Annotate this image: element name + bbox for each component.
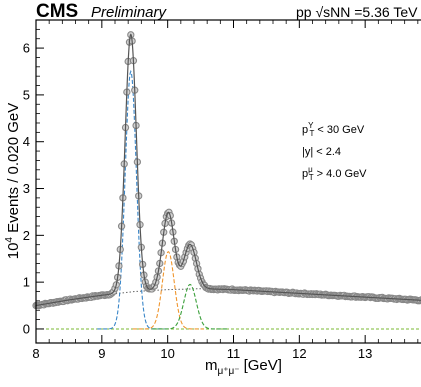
x-tick-label: 13 <box>358 346 372 361</box>
axis-ticks: 891011121310123456 <box>23 20 419 361</box>
y-tick-label: 4 <box>23 134 30 149</box>
status-label: Preliminary <box>91 4 168 21</box>
annotation-line-2: |y| < 2.4 <box>302 146 341 158</box>
y-tick-label: 5 <box>23 87 30 102</box>
x-tick-label: 11 <box>227 346 241 361</box>
peak-component-2 <box>132 251 204 330</box>
x-tick-label: 8 <box>32 346 39 361</box>
y-axis-label-main: 10 <box>5 243 22 260</box>
y-tick-label: 3 <box>23 181 30 196</box>
y-axis-label: 104 Events / 0.020 GeV <box>4 103 22 260</box>
y-tick-label: 6 <box>23 41 30 56</box>
energy-label: pp √sNN =5.36 TeV <box>296 4 418 20</box>
y-axis-label-exp: 4 <box>4 237 15 243</box>
x-tick-label: 10 <box>160 346 174 361</box>
x-axis-label-main: m <box>205 357 218 374</box>
experiment-label: CMS <box>36 1 78 22</box>
data-points <box>32 31 421 310</box>
y-tick-label: 2 <box>23 228 30 243</box>
x-tick-label: 9 <box>98 346 105 361</box>
x-axis-label-unit: [GeV] <box>244 357 282 374</box>
x-tick-label: 12 <box>292 346 306 361</box>
peak-component-3 <box>152 283 228 330</box>
y-tick-label: 1 <box>23 275 30 290</box>
x-axis-label: mμ⁺μ⁻ [GeV] <box>205 357 282 377</box>
annotation-line-1: pΥ T < 30 GeV <box>302 121 365 138</box>
x-axis-label-sub: μ⁺μ⁻ <box>218 366 240 377</box>
annotation-line-3: pμ T > 4.0 GeV <box>302 165 367 182</box>
total-fit-line <box>35 33 421 307</box>
selection-annotations: pΥ T < 30 GeV |y| < 2.4 pμ T > 4.0 GeV <box>302 121 367 182</box>
y-axis-label-rest: Events / 0.020 GeV <box>5 103 22 237</box>
y-tick-label: 0 <box>23 321 30 336</box>
data-layer <box>32 31 421 330</box>
